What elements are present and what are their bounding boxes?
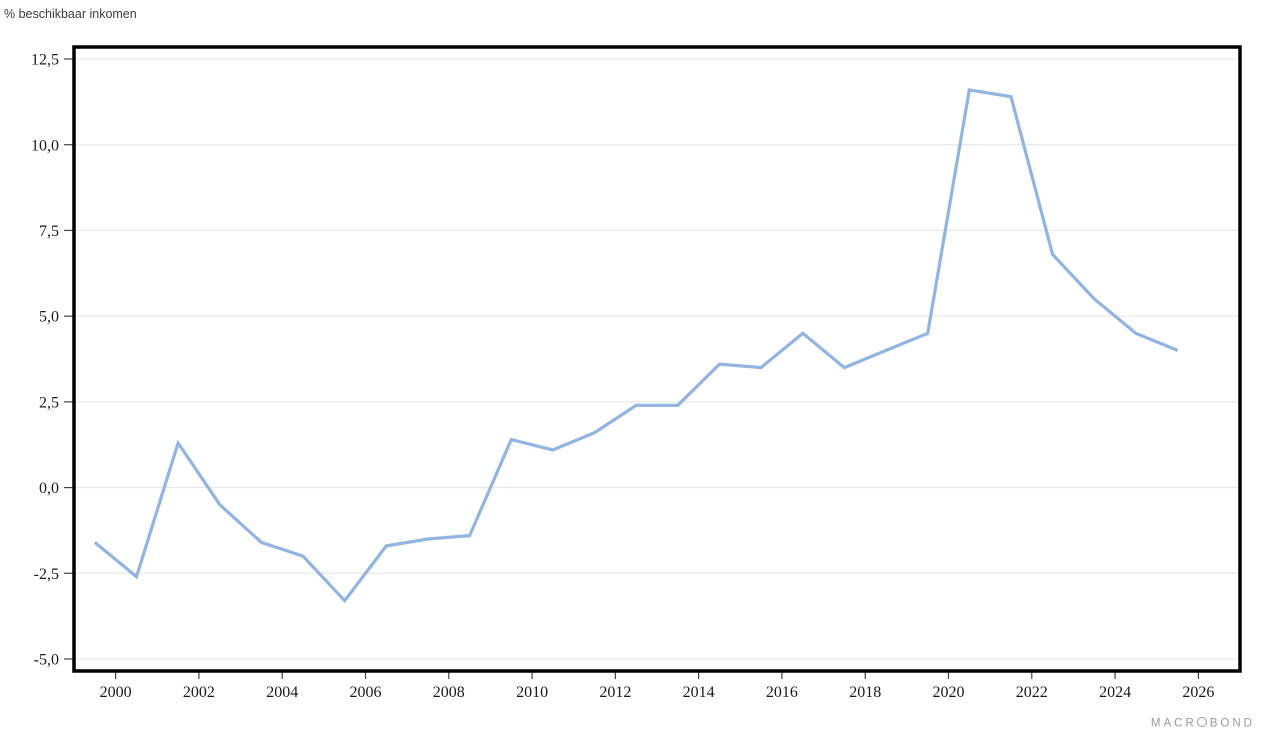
logo-text-prefix: MACR bbox=[1150, 717, 1197, 729]
x-axis-tick-label: 2008 bbox=[433, 684, 465, 701]
y-axis-tick-label: 0,0 bbox=[39, 480, 59, 497]
x-axis-tick-label: 2002 bbox=[183, 684, 215, 701]
y-axis-tick-label: 2,5 bbox=[39, 394, 59, 411]
x-axis-tick-label: 2018 bbox=[849, 684, 881, 701]
y-axis-tick-label: -5,0 bbox=[34, 652, 59, 669]
x-axis-tick-label: 2016 bbox=[766, 684, 798, 701]
y-axis-title: % beschikbaar inkomen bbox=[4, 7, 137, 21]
x-axis-tick-label: 2026 bbox=[1182, 684, 1214, 701]
x-axis-tick-label: 2020 bbox=[933, 684, 965, 701]
x-axis-tick-label: 2012 bbox=[599, 684, 631, 701]
x-axis-tick-label: 2010 bbox=[516, 684, 548, 701]
x-axis-tick-label: 2000 bbox=[100, 684, 132, 701]
x-axis-tick-label: 2004 bbox=[266, 684, 298, 701]
logo-circle-o-icon bbox=[1196, 716, 1207, 727]
plot-frame bbox=[72, 45, 1242, 673]
y-axis-tick-label: 5,0 bbox=[39, 309, 59, 326]
y-axis-tick-label: 12,5 bbox=[31, 52, 59, 69]
macrobond-logo: MACR BOND bbox=[1150, 716, 1255, 729]
x-axis-tick-label: 2024 bbox=[1099, 684, 1131, 701]
logo-text-suffix: BOND bbox=[1209, 717, 1255, 729]
data-line-series bbox=[93, 88, 1179, 604]
x-axis-tick-label: 2006 bbox=[350, 684, 382, 701]
y-axis-tick-label: -2,5 bbox=[34, 566, 59, 583]
y-axis-tick-label: 10,0 bbox=[31, 137, 59, 154]
x-axis-tick-label: 2022 bbox=[1016, 684, 1048, 701]
x-axis-tick-label: 2014 bbox=[683, 684, 715, 701]
y-axis-tick-label: 7,5 bbox=[39, 223, 59, 240]
